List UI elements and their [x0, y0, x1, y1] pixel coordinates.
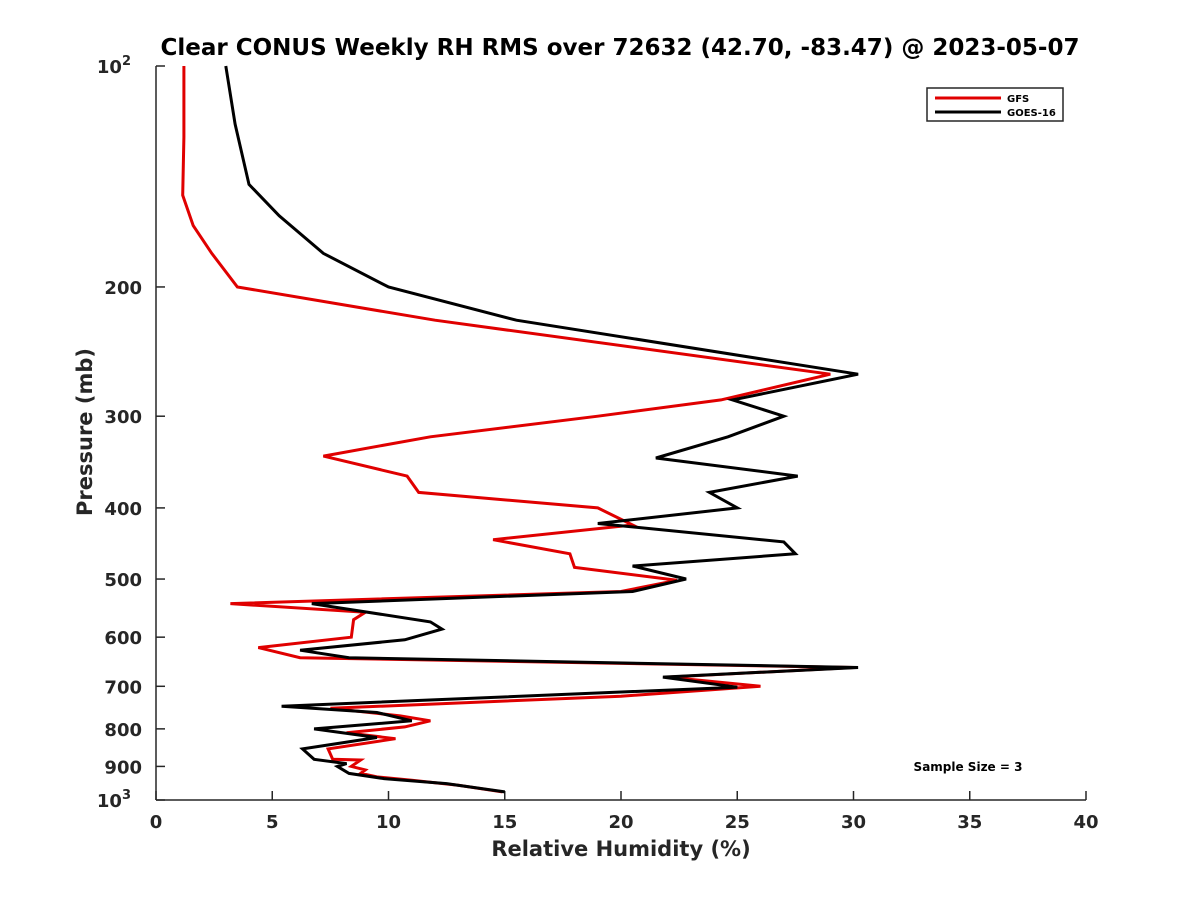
y-tick-label: 400	[104, 499, 142, 520]
series-lines	[181, 65, 859, 794]
y-tick-label: 800	[104, 720, 142, 741]
y-tick-label: 102	[97, 54, 131, 78]
x-axis-label: Relative Humidity (%)	[491, 837, 750, 861]
y-tick-label: 500	[104, 570, 142, 591]
x-tick-label: 30	[841, 812, 866, 833]
y-tick-label: 700	[104, 677, 142, 698]
chart-title: Clear CONUS Weekly RH RMS over 72632 (42…	[161, 35, 1080, 61]
y-tick-label: 103	[97, 788, 131, 812]
y-tick-base: 10	[97, 57, 122, 78]
y-tick-label: 200	[104, 278, 142, 299]
legend-label: GFS	[1007, 94, 1029, 105]
legend: GFS GOES-16	[926, 87, 1064, 122]
x-tick-label: 10	[376, 812, 401, 833]
x-tick-label: 20	[608, 812, 633, 833]
axis-ticks: 0 5 10 15 20 25 30 35 40102200300400500600700800…	[97, 54, 1099, 833]
y-tick-label: 300	[104, 407, 142, 428]
legend-label: GOES-16	[1007, 108, 1056, 119]
y-tick-label: 600	[104, 628, 142, 649]
y-axis-label: Pressure (mb)	[73, 348, 97, 516]
series-line-goes-16	[224, 65, 859, 794]
x-tick-label: 5	[266, 812, 279, 833]
x-tick-label: 35	[957, 812, 982, 833]
series-line-gfs	[181, 66, 854, 794]
x-tick-label: 25	[725, 812, 750, 833]
y-tick-base: 10	[97, 791, 122, 812]
sample-size-annotation: Sample Size = 3	[914, 760, 1023, 774]
x-tick-label: 40	[1073, 812, 1098, 833]
y-tick-exponent: 3	[122, 788, 131, 803]
legend-box	[926, 87, 1064, 122]
x-tick-label: 15	[492, 812, 517, 833]
y-tick-label: 900	[104, 757, 142, 778]
y-tick-exponent: 2	[122, 54, 131, 69]
x-tick-label: 0	[150, 812, 163, 833]
